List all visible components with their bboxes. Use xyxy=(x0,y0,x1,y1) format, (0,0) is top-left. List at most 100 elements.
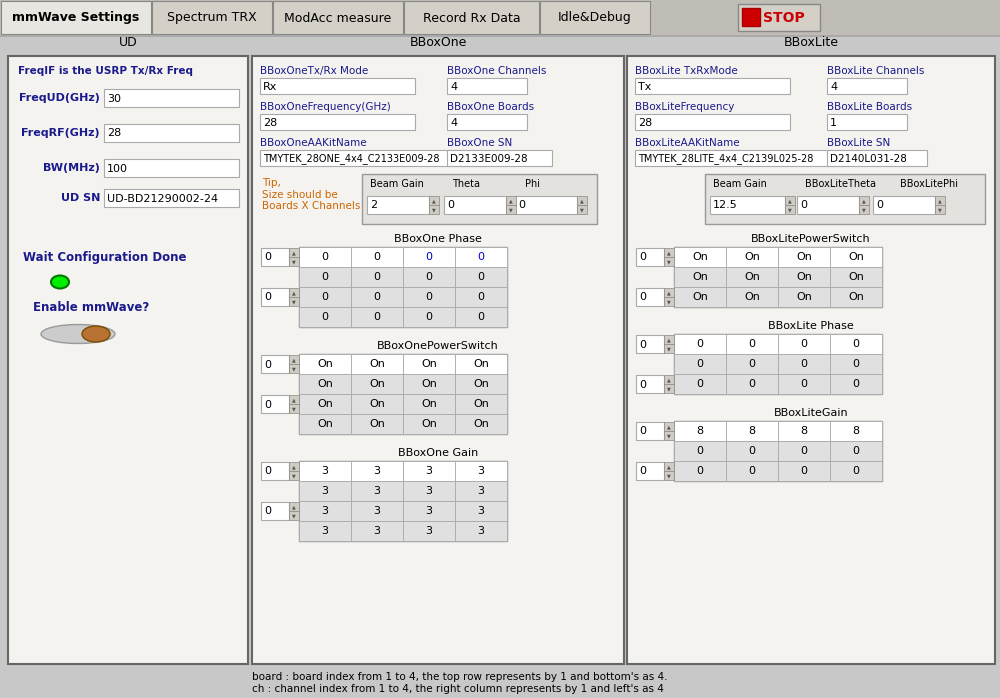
Text: 12.5: 12.5 xyxy=(713,200,738,211)
Bar xyxy=(403,501,455,521)
Bar xyxy=(351,374,403,394)
Bar xyxy=(261,502,289,520)
Bar xyxy=(540,1,650,34)
Bar xyxy=(664,257,674,266)
Bar xyxy=(362,174,597,224)
Bar xyxy=(444,196,506,214)
Text: 0: 0 xyxy=(852,359,860,369)
Text: ▼: ▼ xyxy=(292,299,296,304)
Text: On: On xyxy=(369,419,385,429)
Bar xyxy=(455,247,507,267)
Text: 2: 2 xyxy=(370,200,377,211)
Text: ▲: ▲ xyxy=(292,357,296,362)
Text: Tip,
Size should be
Boards X Channels: Tip, Size should be Boards X Channels xyxy=(262,178,360,211)
Text: BBoxLiteAAKitName: BBoxLiteAAKitName xyxy=(635,138,740,148)
Text: On: On xyxy=(848,252,864,262)
Bar xyxy=(299,461,507,541)
Bar xyxy=(299,307,351,327)
Text: 3: 3 xyxy=(322,466,328,476)
Bar xyxy=(351,267,403,287)
Bar xyxy=(299,461,351,481)
Bar xyxy=(447,78,527,94)
Text: 3: 3 xyxy=(478,486,484,496)
Text: On: On xyxy=(796,272,812,282)
Text: 28: 28 xyxy=(638,117,652,128)
Text: ▼: ▼ xyxy=(292,259,296,264)
Text: 0: 0 xyxy=(748,466,756,476)
Text: BBoxOneTx/Rx Mode: BBoxOneTx/Rx Mode xyxy=(260,66,368,76)
Bar xyxy=(674,354,726,374)
Text: On: On xyxy=(317,359,333,369)
Text: 0: 0 xyxy=(639,380,646,389)
Bar xyxy=(830,374,882,394)
Text: ▼: ▼ xyxy=(667,433,671,438)
Bar xyxy=(299,374,351,394)
Bar xyxy=(299,414,351,434)
Bar xyxy=(351,501,403,521)
Bar xyxy=(778,247,830,267)
Text: Tx: Tx xyxy=(638,82,651,91)
Text: 3: 3 xyxy=(322,506,328,516)
Bar xyxy=(403,354,455,374)
Text: 0: 0 xyxy=(800,200,807,211)
Text: On: On xyxy=(369,359,385,369)
Bar xyxy=(299,394,351,414)
Bar xyxy=(261,248,289,266)
Bar xyxy=(674,247,726,267)
Text: ▼: ▼ xyxy=(862,207,866,212)
Bar xyxy=(674,287,726,307)
Text: 0: 0 xyxy=(264,507,271,517)
Bar xyxy=(299,521,351,541)
Text: 0: 0 xyxy=(374,252,380,262)
Text: BBoxLite Boards: BBoxLite Boards xyxy=(827,102,912,112)
Bar xyxy=(289,248,299,257)
Bar xyxy=(455,521,507,541)
Bar xyxy=(455,307,507,327)
Text: ▼: ▼ xyxy=(938,207,942,212)
Bar xyxy=(664,344,674,353)
Bar xyxy=(674,374,726,394)
Bar xyxy=(726,267,778,287)
Text: ▲: ▲ xyxy=(432,198,436,203)
Bar xyxy=(577,205,587,214)
Bar xyxy=(778,267,830,287)
Text: On: On xyxy=(473,419,489,429)
Text: 8: 8 xyxy=(696,426,704,436)
Text: 3: 3 xyxy=(374,526,380,536)
Text: ▲: ▲ xyxy=(292,290,296,295)
Bar xyxy=(674,334,882,394)
Bar xyxy=(455,501,507,521)
Text: 28: 28 xyxy=(107,128,121,138)
Text: 0: 0 xyxy=(852,339,860,349)
Bar xyxy=(635,150,850,166)
Bar xyxy=(664,384,674,393)
Text: ▲: ▲ xyxy=(862,198,866,203)
Bar xyxy=(778,374,830,394)
Text: Theta: Theta xyxy=(452,179,480,189)
Bar xyxy=(830,461,882,481)
Bar xyxy=(636,422,664,440)
Text: ▲: ▲ xyxy=(788,198,792,203)
Bar xyxy=(299,501,351,521)
Bar xyxy=(299,247,507,327)
Bar xyxy=(636,462,664,480)
Text: 0: 0 xyxy=(639,253,646,262)
Text: UD SN: UD SN xyxy=(61,193,100,203)
Bar xyxy=(261,395,289,413)
Text: 30: 30 xyxy=(107,94,121,103)
Text: On: On xyxy=(796,252,812,262)
Text: BBoxLiteFrequency: BBoxLiteFrequency xyxy=(635,102,734,112)
Text: Beam Gain: Beam Gain xyxy=(713,179,767,189)
Text: BBoxLitePowerSwitch: BBoxLitePowerSwitch xyxy=(751,234,871,244)
Text: ▼: ▼ xyxy=(432,207,436,212)
Text: 0: 0 xyxy=(374,292,380,302)
Bar xyxy=(830,247,882,267)
Bar xyxy=(827,78,907,94)
Text: ▼: ▼ xyxy=(667,386,671,391)
Text: ▼: ▼ xyxy=(667,259,671,264)
Text: 0: 0 xyxy=(518,200,525,211)
Bar xyxy=(261,288,289,306)
Text: On: On xyxy=(796,292,812,302)
Text: 0: 0 xyxy=(748,359,756,369)
Text: ▼: ▼ xyxy=(667,299,671,304)
